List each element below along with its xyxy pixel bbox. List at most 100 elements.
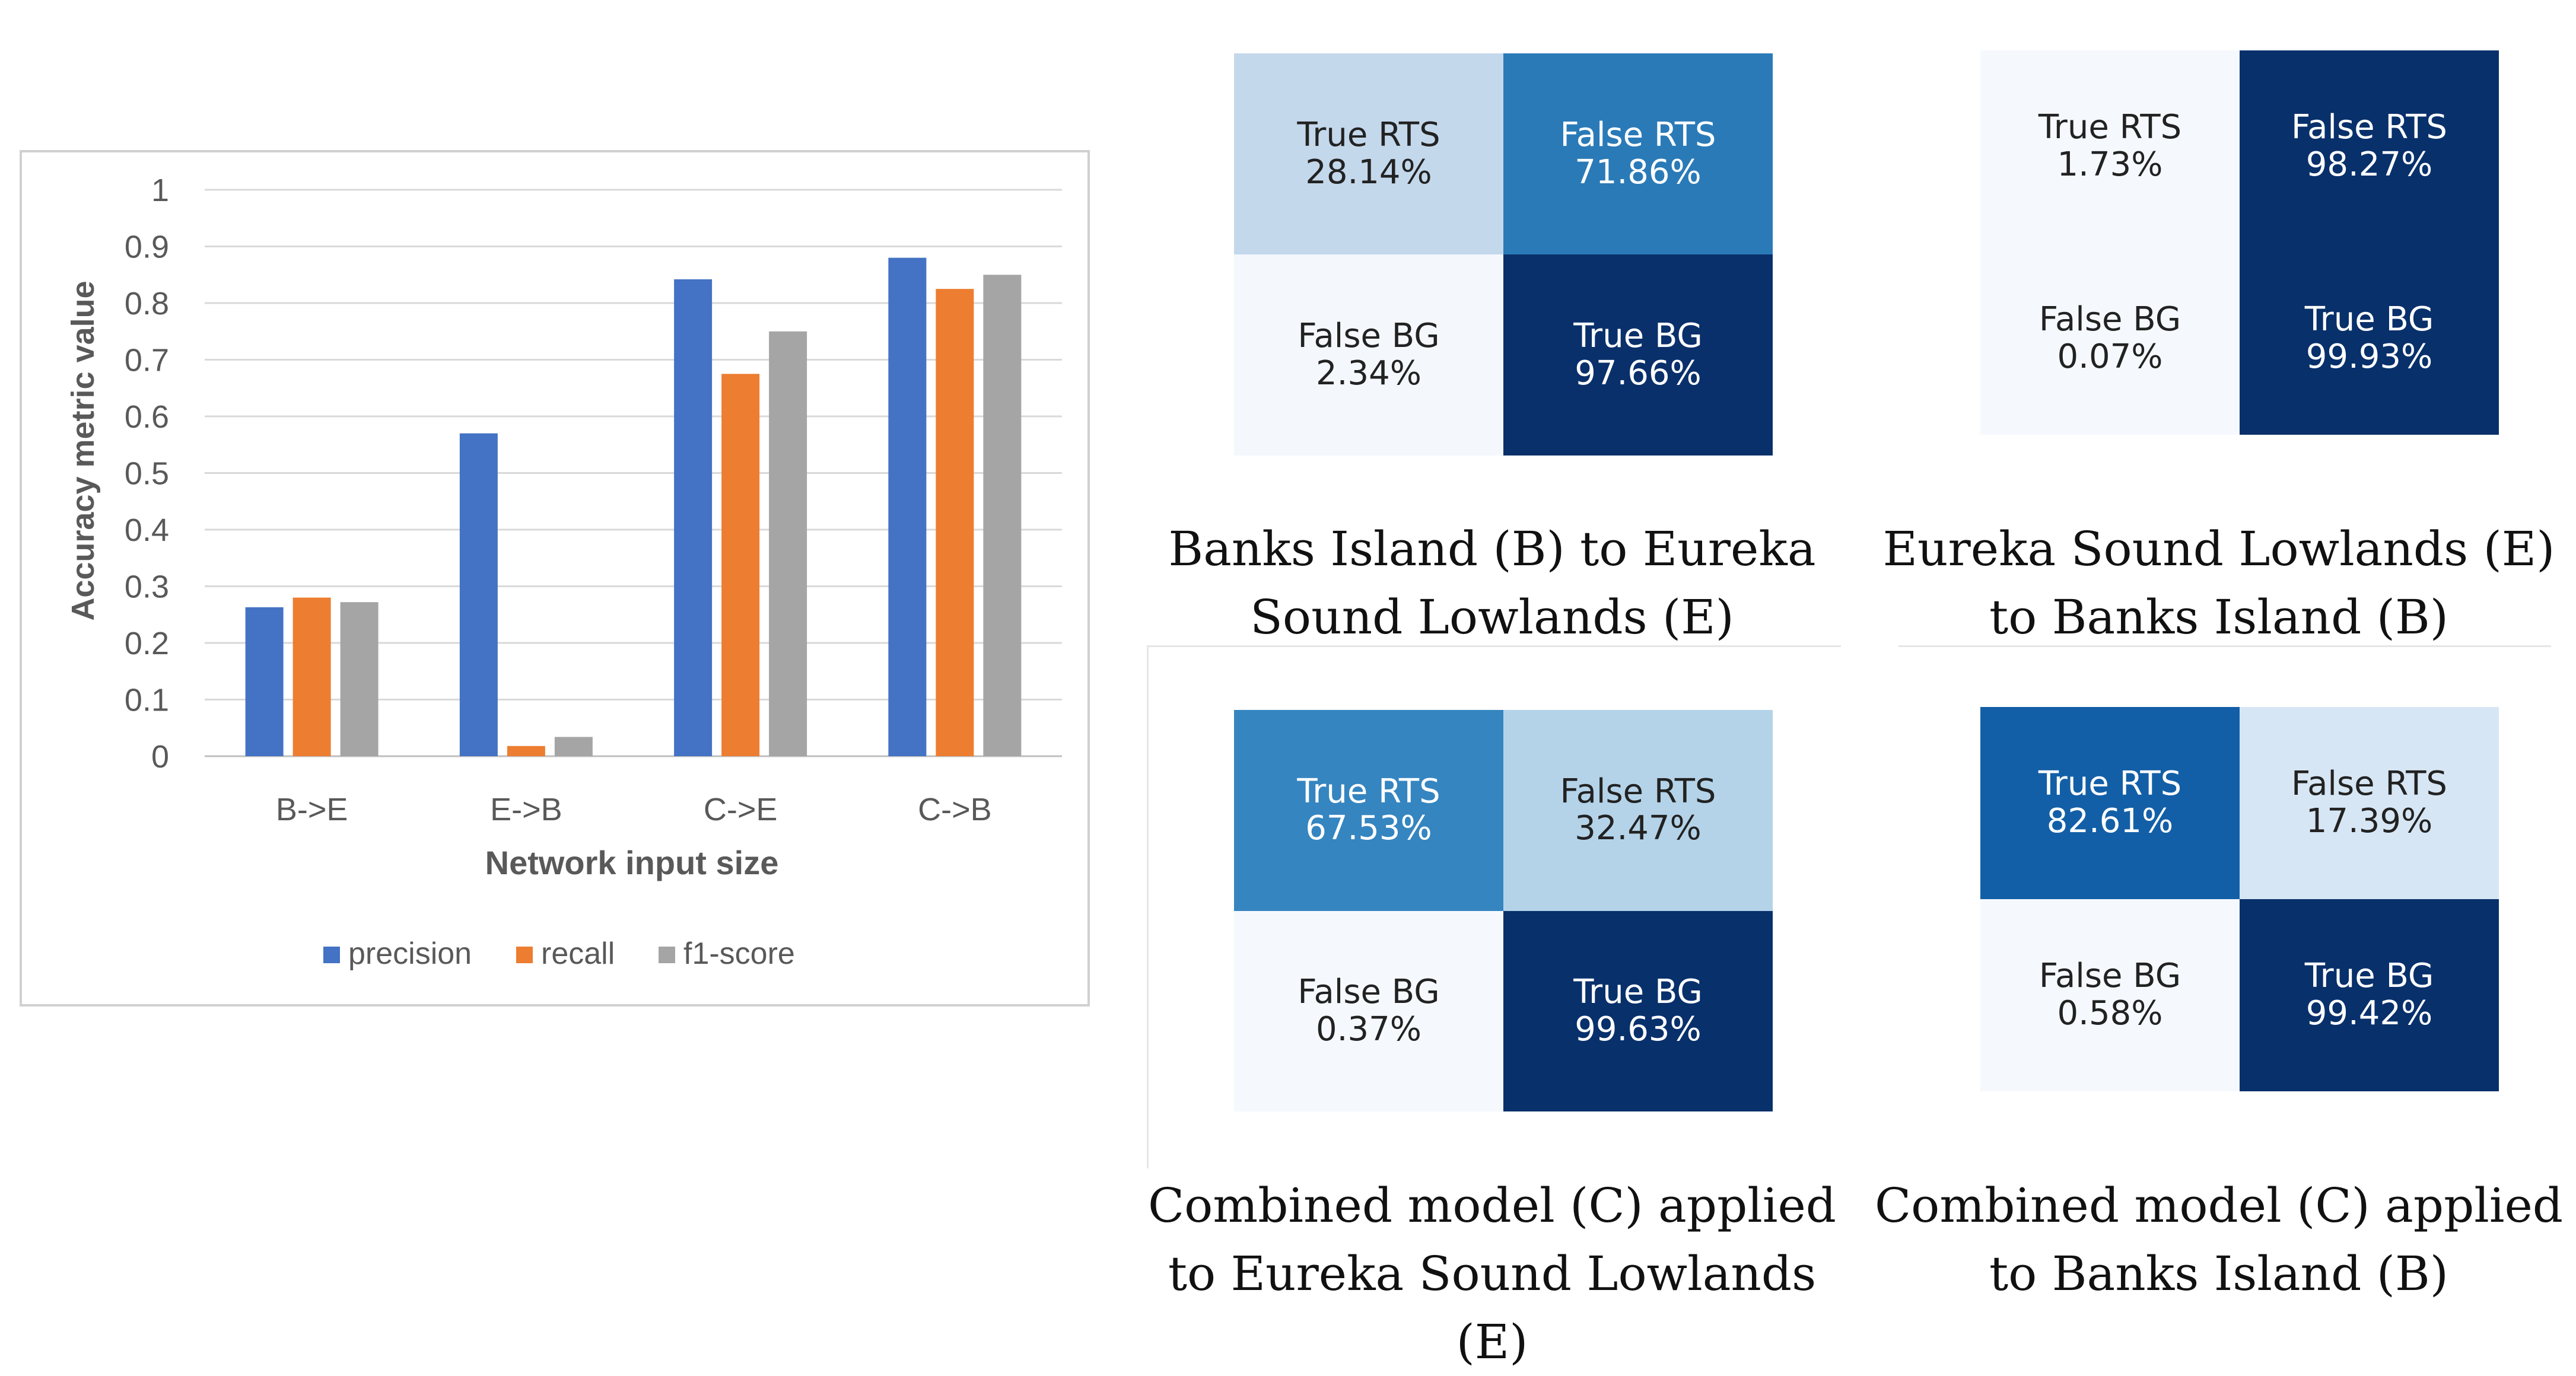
matrix-cell: False RTS 17.39% <box>2240 707 2499 899</box>
cell-label: False BG <box>1297 973 1440 1012</box>
y-tick-label: 0.4 <box>125 512 169 548</box>
y-tick-label: 0 <box>151 739 169 775</box>
x-tick-label: C->E <box>704 792 778 827</box>
matrix-cell: False BG 2.34% <box>1234 254 1503 456</box>
bar-recall-C->B <box>936 289 974 756</box>
legend-swatch-f1-score <box>659 947 675 963</box>
cell-value: 2.34% <box>1316 353 1421 393</box>
y-tick-label: 0.7 <box>125 343 169 378</box>
legend-swatch-precision <box>323 947 340 963</box>
matrix-cell: False BG 0.07% <box>1980 243 2240 435</box>
panel-divider <box>1147 645 1841 647</box>
cell-label: False BG <box>1297 316 1440 355</box>
cell-label: False BG <box>2038 300 2181 339</box>
legend-label: precision <box>348 937 472 971</box>
bar-precision-C->B <box>888 257 927 757</box>
caption-c-to-e: Combined model (C) applied to Eureka Sou… <box>1127 1171 1857 1376</box>
cell-label: True BG <box>1573 973 1703 1012</box>
matrix-cell: False RTS 71.86% <box>1503 53 1773 254</box>
y-tick-label: 0.1 <box>125 683 169 718</box>
caption-line: to Banks Island (B) <box>1989 590 2449 645</box>
cell-label: False BG <box>2038 957 2181 996</box>
y-tick-label: 0.5 <box>125 456 169 492</box>
cell-value: 99.42% <box>2305 994 2433 1033</box>
cell-value: 71.86% <box>1575 152 1702 192</box>
matrix-cell: True RTS 67.53% <box>1234 710 1503 911</box>
matrix-cell: True RTS 1.73% <box>1980 50 2240 243</box>
cell-label: False RTS <box>2291 765 2447 804</box>
x-tick-label: B->E <box>276 792 348 827</box>
cell-value: 32.47% <box>1575 809 1702 848</box>
cell-value: 0.37% <box>1316 1009 1421 1049</box>
matrix-cell: False BG 0.58% <box>1980 899 2240 1091</box>
y-tick-label: 0.9 <box>125 230 169 265</box>
legend-label: recall <box>541 937 615 971</box>
confusion-matrix-e-to-b: True RTS 1.73% False RTS 98.27% False BG 0.07… <box>1980 50 2499 435</box>
cell-value: 28.14% <box>1305 152 1432 192</box>
y-tick-label: 0.8 <box>125 286 169 321</box>
caption-line: to Eureka Sound Lowlands (E) <box>1168 1246 1817 1369</box>
cell-value: 0.07% <box>2057 337 2163 376</box>
x-axis-title: Network input size <box>485 844 779 881</box>
y-tick-label: 1 <box>151 173 169 208</box>
legend: precision recall f1-score <box>323 937 795 971</box>
confusion-matrix-c-to-b: True RTS 82.61% False RTS 17.39% False BG 0.5… <box>1980 707 2499 1091</box>
cell-label: False RTS <box>2291 108 2447 147</box>
caption-c-to-b: Combined model (C) applied to Banks Isla… <box>1863 1171 2575 1308</box>
cell-label: True BG <box>2304 300 2434 339</box>
cell-value: 99.63% <box>1575 1009 1702 1049</box>
cell-label: False RTS <box>1560 115 1716 154</box>
bar-precision-B->E <box>245 607 284 756</box>
matrix-cell: True BG 99.93% <box>2240 243 2499 435</box>
bar-f1-score-E->B <box>554 737 593 756</box>
bar-recall-C->E <box>721 374 760 756</box>
cell-label: True RTS <box>2038 765 2182 804</box>
caption-line: Eureka Sound Lowlands (E) <box>1882 521 2555 576</box>
y-tick-labels: 0 0.1 0.2 0.3 0.4 0.5 0.6 0.7 0.8 0.9 1 <box>125 173 169 775</box>
caption-e-to-b: Eureka Sound Lowlands (E) to Banks Islan… <box>1863 515 2575 651</box>
cell-label: True RTS <box>2038 108 2182 147</box>
matrix-cell: True RTS 28.14% <box>1234 53 1503 254</box>
caption-line: Combined model (C) applied <box>1874 1178 2564 1233</box>
matrix-cell: True BG 97.66% <box>1503 254 1773 456</box>
y-tick-label: 0.6 <box>125 399 169 435</box>
matrix-cell: False RTS 32.47% <box>1503 710 1773 911</box>
cell-label: True BG <box>1573 316 1703 355</box>
caption-line: Sound Lowlands (E) <box>1250 590 1734 645</box>
cell-label: True RTS <box>1297 115 1440 154</box>
bar-f1-score-B->E <box>340 602 379 756</box>
y-tick-label: 0.2 <box>125 626 169 661</box>
cell-value: 98.27% <box>2305 145 2433 184</box>
bar-chart: 0 0.1 0.2 0.3 0.4 0.5 0.6 0.7 0.8 0.9 1 B->E E->B C-… <box>20 150 1090 1006</box>
cell-value: 97.66% <box>1575 353 1702 393</box>
legend-swatch-recall <box>516 947 533 963</box>
matrix-cell: False BG 0.37% <box>1234 910 1503 1111</box>
caption-line: Banks Island (B) to Eureka <box>1168 521 1816 576</box>
cell-value: 67.53% <box>1305 809 1432 848</box>
confusion-matrix-b-to-e: True RTS 28.14% False RTS 71.86% False BG 2.3… <box>1234 53 1773 456</box>
cell-value: 17.39% <box>2305 802 2433 840</box>
cell-label: False RTS <box>1560 772 1716 811</box>
cell-value: 0.58% <box>2057 994 2163 1033</box>
bar-precision-C->E <box>674 279 713 756</box>
matrix-cell: True BG 99.42% <box>2240 899 2499 1091</box>
cell-label: True BG <box>2304 957 2434 996</box>
caption-b-to-e: Banks Island (B) to Eureka Sound Lowland… <box>1127 515 1857 651</box>
bar-precision-E->B <box>459 433 498 756</box>
bar-f1-score-C->B <box>983 275 1022 756</box>
x-tick-labels: B->E E->B C->E C->B <box>276 792 992 827</box>
matrix-cell: False RTS 98.27% <box>2240 50 2499 243</box>
y-axis-title: Accuracy metric value <box>65 281 101 620</box>
x-tick-label: E->B <box>490 792 562 827</box>
cell-value: 99.93% <box>2305 337 2433 376</box>
cell-label: True RTS <box>1297 772 1440 811</box>
cell-value: 82.61% <box>2046 802 2174 840</box>
matrix-cell: True RTS 82.61% <box>1980 707 2240 899</box>
bar-recall-B->E <box>292 597 331 756</box>
y-tick-label: 0.3 <box>125 569 169 605</box>
caption-line: to Banks Island (B) <box>1989 1246 2449 1301</box>
bar-f1-score-C->E <box>769 331 807 756</box>
x-tick-label: C->B <box>918 792 992 827</box>
caption-line: Combined model (C) applied <box>1147 1178 1837 1233</box>
confusion-matrix-c-to-e: True RTS 67.53% False RTS 32.47% False BG 0.3… <box>1234 710 1773 1111</box>
